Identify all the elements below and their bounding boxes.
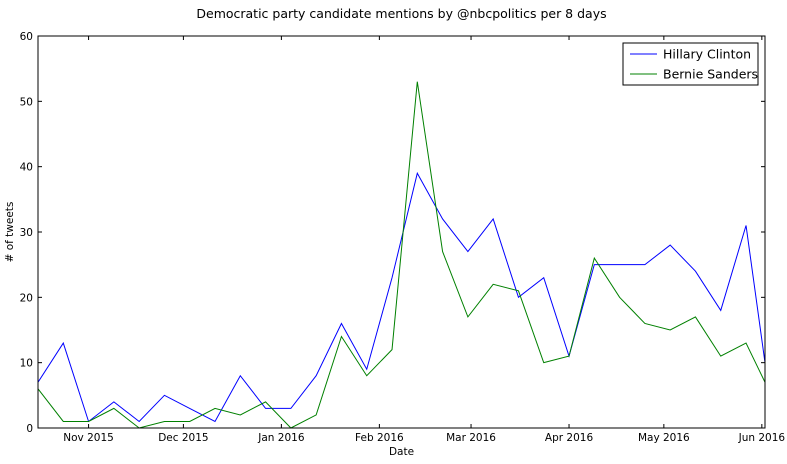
x-tick-label: Feb 2016	[355, 432, 404, 444]
legend-entry-label: Hillary Clinton	[663, 47, 751, 62]
x-tick-label: May 2016	[638, 432, 690, 444]
x-tick-label: Dec 2015	[158, 432, 208, 444]
x-tick-label: Jan 2016	[257, 432, 305, 444]
x-tick-label: Apr 2016	[545, 432, 594, 444]
legend: Hillary Clinton Bernie Sanders	[622, 42, 759, 86]
series-line-hillary-clinton	[37, 171, 766, 423]
x-tick-label: Jun 2016	[738, 432, 786, 444]
x-tick-label: Nov 2015	[63, 432, 114, 444]
y-tick-label: 50	[20, 96, 33, 108]
y-tick-label: 30	[20, 227, 33, 239]
y-tick-label: 40	[20, 162, 33, 174]
legend-box	[622, 42, 759, 86]
y-tick-label: 10	[20, 358, 33, 370]
chart-title: Democratic party candidate mentions by @…	[196, 6, 606, 21]
x-axis-label: Date	[389, 446, 414, 458]
series-layer	[37, 81, 766, 429]
plot-frame	[37, 35, 766, 429]
y-tick-label: 20	[20, 292, 33, 304]
legend-entry-label: Bernie Sanders	[663, 67, 758, 82]
y-axis-label: # of tweets	[4, 202, 16, 263]
y-tick-label: 0	[26, 423, 33, 435]
x-tick-label: Mar 2016	[446, 432, 496, 444]
tick-layer: 0 10 20 30 40 50 60 Nov 2015 Dec 2015 Jan 2016 Feb…	[20, 31, 786, 444]
series-line-bernie-sanders	[37, 81, 766, 429]
y-tick-label: 60	[20, 31, 33, 43]
